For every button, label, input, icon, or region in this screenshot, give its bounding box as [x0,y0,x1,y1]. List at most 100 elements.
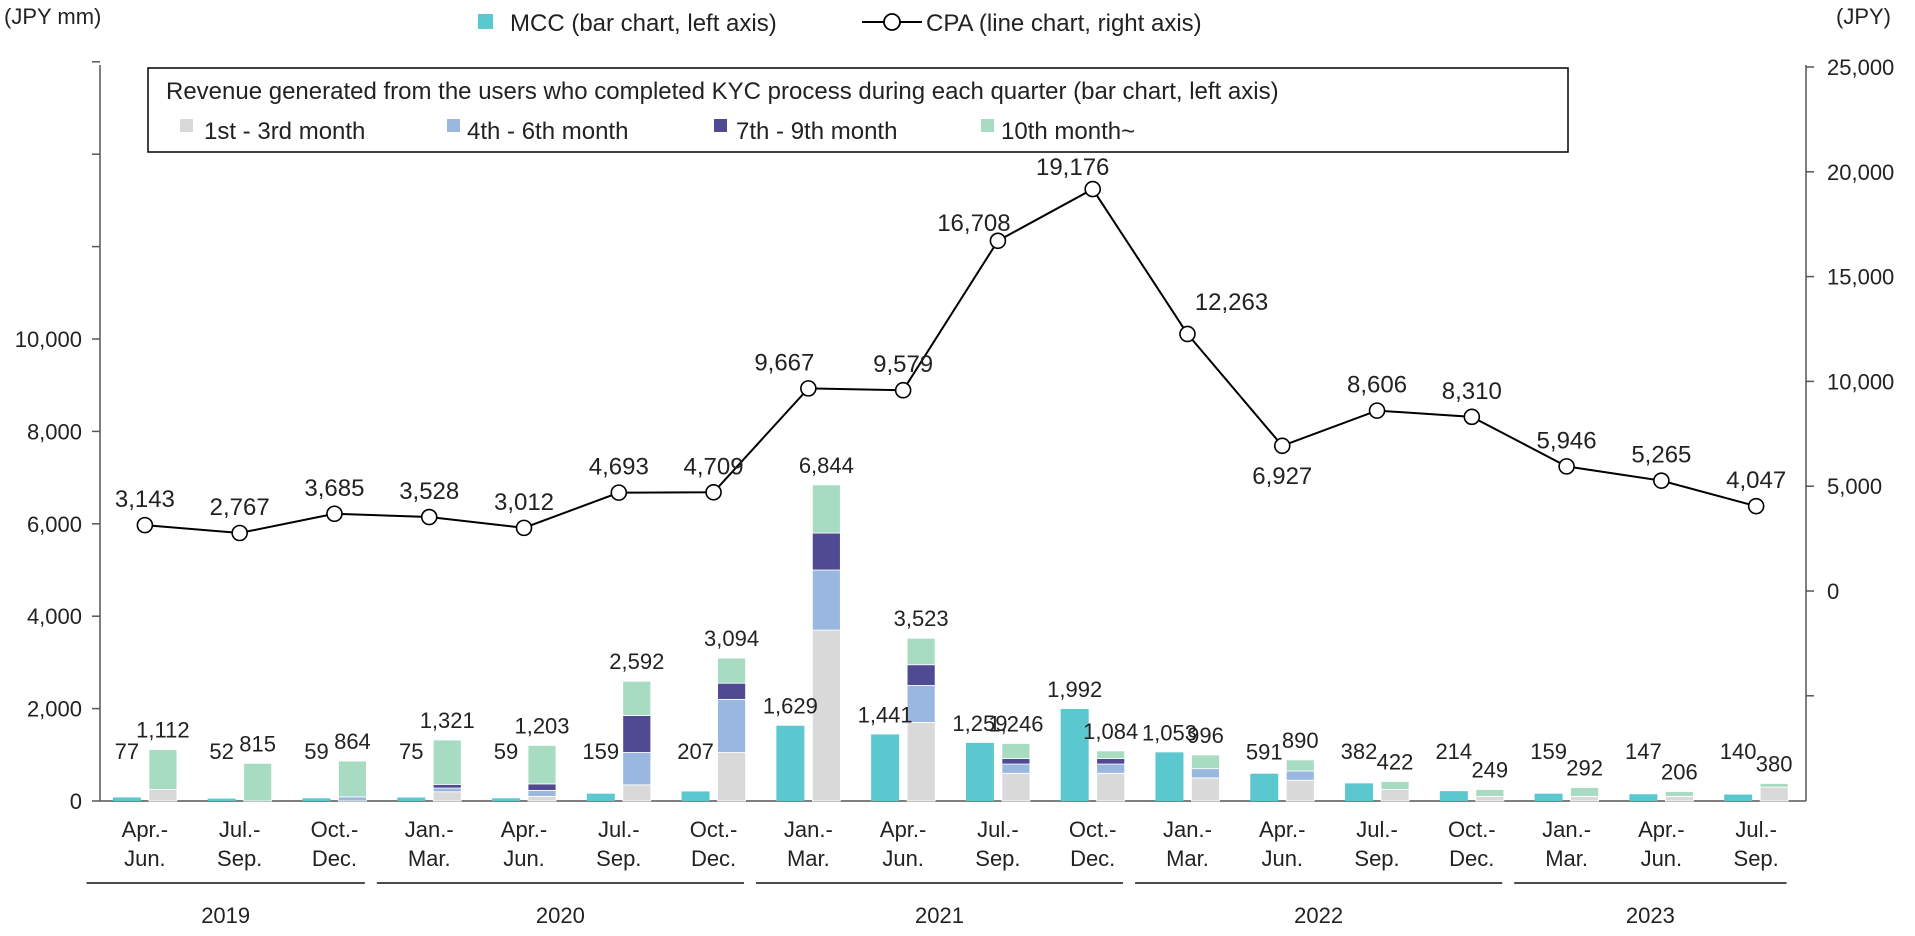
cpa-point [1273,437,1291,455]
revenue-data-label: 3,094 [704,626,759,651]
legend-swatch-m1-3 [180,119,193,132]
quarter-label-line1: Jul.- [1735,817,1777,842]
revenue-bar-m10 [243,762,273,802]
year-label: 2021 [915,903,964,928]
quarter-label-line2: Jun. [1641,846,1683,871]
quarter-label-line2: Mar. [1545,846,1588,871]
left-axis-unit-label: (JPY mm) [4,4,101,29]
cpa-point [989,232,1007,250]
left-tick-label: 10,000 [15,327,82,352]
revenue-bar-m1-3 [1191,777,1220,802]
mcc-bar [1060,708,1089,801]
revenue-bar-m4-6 [338,796,367,802]
right-tick-label: 10,000 [1827,369,1894,394]
revenue-data-label: 422 [1377,750,1414,775]
legend-label-m4-6: 4th - 6th month [467,118,628,145]
mcc-bar [1155,752,1184,801]
mcc-bar [207,798,236,801]
quarter-label-line2: Mar. [1166,846,1209,871]
mcc-bar [1724,794,1753,801]
revenue-bar-m4-6 [432,787,462,793]
revenue-bar-m7-9 [906,664,936,686]
quarter-label-line2: Sep. [975,846,1020,871]
quarter-label-line1: Apr.- [501,817,547,842]
revenue-bar-m10 [717,657,746,684]
mcc-bar [1345,783,1374,801]
quarter-label-line2: Sep. [596,846,641,871]
cpa-point [1084,180,1101,198]
quarter-label-line2: Sep. [217,846,262,871]
revenue-data-label: 815 [239,731,276,756]
cpa-line [136,180,1765,542]
mcc-legend-label: MCC (bar chart, left axis) [510,10,777,37]
cpa-point [136,516,154,534]
revenue-bar-m1-3 [1475,795,1505,802]
cpa-point [800,380,817,397]
legend-label-m10: 10th month~ [1001,118,1135,145]
cpa-data-label: 3,528 [399,478,459,505]
cpa-series-line [144,187,1757,535]
quarter-label-line2: Jun. [503,846,545,871]
cpa-legend-marker [883,13,901,31]
revenue-bar-m1-3 [1096,772,1126,802]
revenue-bar-m10 [1285,759,1315,772]
quarter-label-line1: Jan.- [784,817,833,842]
legend-label-m1-3: 1st - 3rd month [204,118,365,145]
cpa-legend-label: CPA (line chart, right axis) [926,10,1202,37]
legend-swatch-m10 [981,119,994,132]
cpa-point [1747,497,1765,515]
right-axis-unit-label: (JPY) [1836,4,1891,29]
revenue-bar-m7-9 [717,682,746,700]
legend-swatch-m7-9 [714,119,727,132]
revenue-bar-m10 [1475,789,1505,797]
revenue-data-label: 380 [1756,751,1793,776]
right-tick-label: 25,000 [1827,55,1894,80]
quarter-label-line2: Sep. [1354,846,1399,871]
mcc-bar [492,798,521,801]
cpa-data-label: 2,767 [210,494,270,521]
revenue-data-label: 206 [1661,759,1698,784]
right-tick-label: 15,000 [1827,265,1894,290]
year-label: 2020 [536,903,585,928]
revenue-bar-m4-6 [1191,768,1220,779]
cpa-point [1653,472,1670,489]
quarter-label-line2: Jun. [1261,846,1303,871]
revenue-data-label: 1,246 [988,711,1043,736]
right-tick-label: 5,000 [1827,474,1882,499]
mcc-data-label: 147 [1625,739,1662,764]
quarter-label-line1: Oct.- [1069,817,1117,842]
mcc-data-label: 1,441 [858,702,913,727]
cpa-point [705,483,722,501]
mcc-bar [397,797,426,801]
revenue-bar-m10 [1096,750,1126,759]
revenue-bar-m1-3 [622,784,652,802]
quarter-label-line2: Dec. [1070,846,1115,871]
quarter-label-line1: Jul.- [977,817,1019,842]
cpa-data-label: 19,176 [1036,154,1109,181]
revenue-bar-m10 [1380,781,1410,790]
quarter-label-line2: Mar. [408,846,451,871]
revenue-bar-m7-9 [1096,758,1126,765]
revenue-bar-m1-3 [432,791,462,802]
revenue-data-label: 864 [334,729,371,754]
mcc-data-label: 1,629 [763,694,818,719]
legend-label-m7-9: 7th - 9th month [736,118,897,145]
cpa-data-label: 8,606 [1347,372,1407,399]
mcc-data-label: 591 [1246,740,1283,765]
revenue-bar-m10 [148,749,178,790]
left-tick-label: 2,000 [27,697,82,722]
mcc-data-label: 1,992 [1047,677,1102,702]
mcc-bar [1250,773,1279,801]
quarter-label-line1: Jul.- [598,817,640,842]
revenue-data-label: 249 [1471,757,1508,782]
revenue-bar-m4-6 [1285,770,1315,781]
revenue-data-label: 1,112 [136,718,189,743]
cpa-data-label: 3,685 [304,475,364,502]
legend-swatch-m4-6 [447,119,460,132]
mcc-bar [1629,794,1658,801]
quarter-label-line1: Oct.- [690,817,738,842]
quarter-label-line1: Apr.- [122,817,168,842]
cpa-point [610,484,628,501]
mcc-bar [871,734,900,801]
